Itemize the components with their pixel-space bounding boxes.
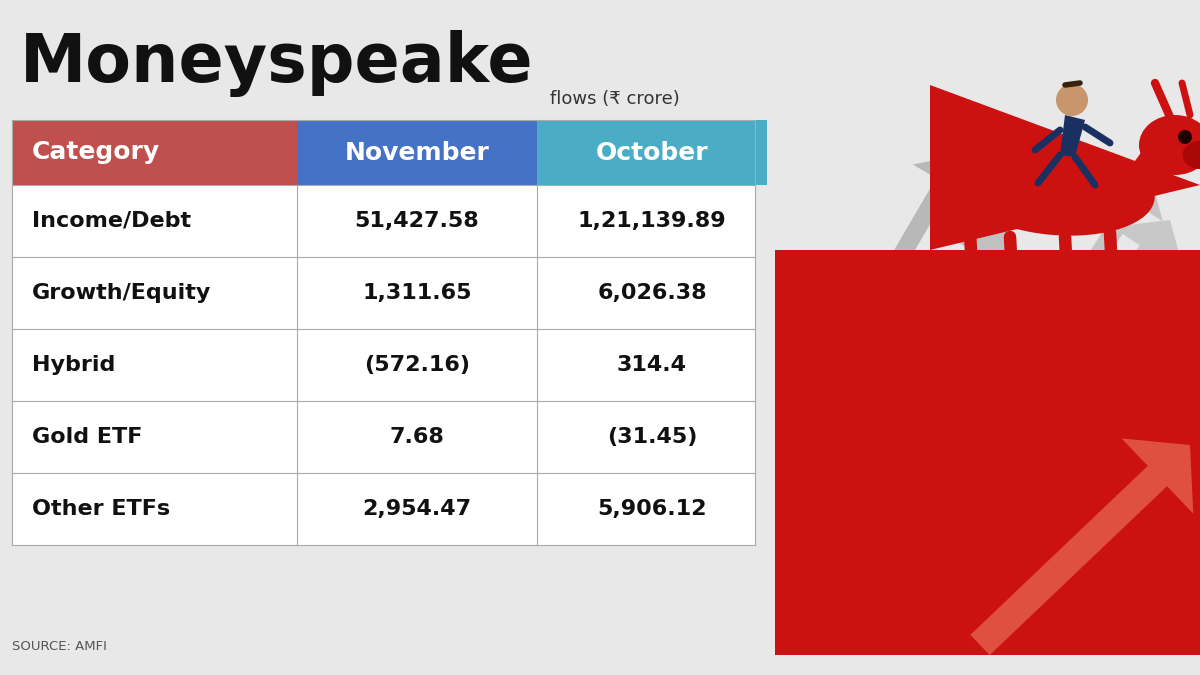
- FancyBboxPatch shape: [12, 473, 755, 545]
- FancyBboxPatch shape: [775, 250, 930, 415]
- Text: November: November: [344, 140, 490, 165]
- Text: (572.16): (572.16): [364, 355, 470, 375]
- FancyBboxPatch shape: [298, 120, 538, 185]
- Ellipse shape: [1182, 141, 1200, 169]
- Text: Category: Category: [32, 140, 160, 165]
- FancyBboxPatch shape: [12, 185, 755, 257]
- FancyBboxPatch shape: [12, 257, 755, 329]
- FancyBboxPatch shape: [12, 120, 298, 185]
- FancyBboxPatch shape: [12, 401, 755, 473]
- Text: 7.68: 7.68: [390, 427, 444, 447]
- Text: 1,21,139.89: 1,21,139.89: [577, 211, 726, 231]
- Polygon shape: [930, 85, 1200, 250]
- Text: SOURCE: AMFI: SOURCE: AMFI: [12, 640, 107, 653]
- Circle shape: [1056, 84, 1088, 116]
- Polygon shape: [812, 155, 974, 400]
- Polygon shape: [971, 438, 1193, 655]
- FancyBboxPatch shape: [775, 415, 1200, 655]
- Text: flows (₹ crore): flows (₹ crore): [550, 90, 679, 108]
- Text: 1,311.65: 1,311.65: [362, 283, 472, 303]
- Text: Moneyspeake: Moneyspeake: [20, 30, 534, 97]
- FancyBboxPatch shape: [538, 120, 767, 185]
- Text: Income/Debt: Income/Debt: [32, 211, 191, 231]
- FancyBboxPatch shape: [930, 250, 1200, 415]
- Text: (31.45): (31.45): [607, 427, 697, 447]
- Text: Growth/Equity: Growth/Equity: [32, 283, 211, 303]
- Polygon shape: [1060, 115, 1085, 157]
- Text: 51,427.58: 51,427.58: [355, 211, 479, 231]
- Ellipse shape: [955, 144, 1154, 236]
- FancyBboxPatch shape: [12, 329, 755, 401]
- Text: 2,954.47: 2,954.47: [362, 499, 472, 519]
- FancyBboxPatch shape: [755, 0, 1200, 675]
- Polygon shape: [1126, 140, 1180, 190]
- Polygon shape: [923, 175, 1163, 520]
- Polygon shape: [826, 225, 1025, 540]
- Text: 5,906.12: 5,906.12: [598, 499, 707, 519]
- Text: Gold ETF: Gold ETF: [32, 427, 143, 447]
- Polygon shape: [911, 220, 1186, 596]
- Text: 6,026.38: 6,026.38: [598, 283, 707, 303]
- Circle shape: [1178, 130, 1192, 144]
- Text: 314.4: 314.4: [617, 355, 686, 375]
- Text: Hybrid: Hybrid: [32, 355, 115, 375]
- Polygon shape: [780, 455, 1160, 625]
- Text: Other ETFs: Other ETFs: [32, 499, 170, 519]
- Ellipse shape: [1139, 115, 1200, 175]
- Text: October: October: [595, 140, 708, 165]
